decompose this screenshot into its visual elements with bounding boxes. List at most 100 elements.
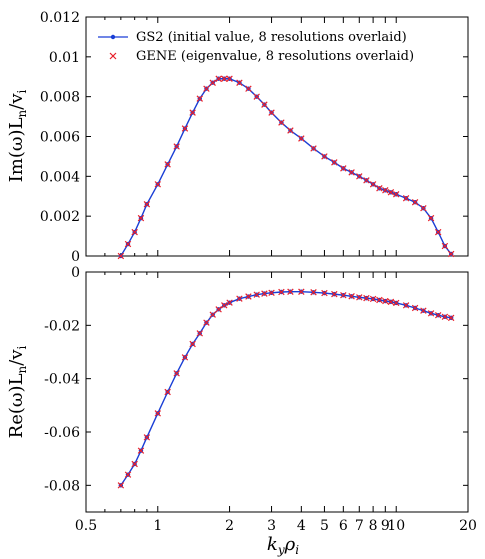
top-gene-point <box>420 204 427 212</box>
bottom-gene-point <box>154 410 162 417</box>
top-gene-point <box>226 75 233 82</box>
bottom-gene-point <box>356 294 363 301</box>
top-gene-point <box>356 173 363 180</box>
top-y-tick-label: 0.002 <box>40 209 80 225</box>
top-y-tick-label: 0.012 <box>40 10 80 26</box>
bottom-gene-point <box>261 290 268 297</box>
top-y-ticks: 0 0.002 0.004 0.006 0.008 0.01 0.012 <box>40 10 468 265</box>
top-gene-point <box>441 242 449 250</box>
bottom-gene-point <box>392 299 400 307</box>
top-gene-point <box>427 214 435 222</box>
bottom-y-tick-label: -0.06 <box>44 425 80 441</box>
top-gene-point <box>348 169 355 176</box>
top-y-axis-label: Im(ω)Ln/vi <box>6 90 29 183</box>
top-gene-point <box>164 161 171 168</box>
bottom-gene-point <box>253 291 260 298</box>
bottom-gene-point <box>236 295 243 302</box>
top-gene-point <box>363 177 370 184</box>
top-gene-point <box>411 199 419 206</box>
top-gene-point <box>261 101 268 108</box>
legend-gene-marker <box>109 52 117 60</box>
top-gene-point <box>236 79 243 86</box>
bottom-gene-point <box>321 289 328 297</box>
top-gene-point <box>392 191 400 198</box>
bottom-panel: -0.08 -0.06 -0.04 -0.02 0 0.5 1 2 3 4 5 6 7 8 910 20 R… <box>6 265 477 557</box>
x-tick-label: 20 <box>459 518 477 534</box>
bottom-y-tick-label: -0.08 <box>44 478 80 494</box>
bottom-gene-point <box>411 304 419 312</box>
top-gene-point <box>137 214 145 222</box>
top-gene-point <box>173 143 180 150</box>
bottom-gene-point <box>137 447 145 454</box>
bottom-gene-point <box>215 306 222 313</box>
bottom-gene-point <box>387 298 395 306</box>
x-tick-label: 1 <box>153 518 162 534</box>
x-tick-label: 5 <box>320 518 329 534</box>
top-y-tick-label: 0.006 <box>40 130 80 146</box>
top-gene-point <box>387 189 395 196</box>
top-panel: 0 0.002 0.004 0.006 0.008 0.01 0.012 Im(ω)Ln/v… <box>6 10 469 265</box>
top-gene-point <box>245 85 252 92</box>
top-gene-point <box>189 109 196 116</box>
x-tick-label: 3 <box>267 518 276 534</box>
top-gene-point <box>203 85 210 92</box>
bottom-gene-point <box>287 288 294 295</box>
bottom-gene-point <box>203 319 210 326</box>
top-gene-point <box>447 250 455 258</box>
bottom-gene-point <box>196 330 203 337</box>
bottom-gene-point <box>402 302 410 309</box>
top-gene-point <box>278 119 285 126</box>
x-tick-label: 4 <box>297 518 306 534</box>
bottom-gene-point <box>331 290 338 298</box>
top-gene-point <box>287 127 294 134</box>
bottom-gene-point <box>382 297 389 305</box>
top-gene-point <box>215 75 222 82</box>
top-y-tick-label: 0.01 <box>49 50 80 66</box>
bottom-gene-point <box>173 370 180 377</box>
bottom-x-ticks: 0.5 1 2 3 4 5 6 7 8 910 20 <box>75 272 477 534</box>
bottom-gene-point <box>376 296 383 304</box>
top-gene-point <box>196 95 203 102</box>
bottom-gene-point <box>348 293 355 300</box>
top-gene-point <box>382 187 389 194</box>
x-tick-label: 0.5 <box>75 518 97 534</box>
top-gene-point <box>376 185 383 192</box>
bottom-gene-point <box>209 311 216 318</box>
bottom-gene-point <box>143 434 151 441</box>
bottom-gene-point <box>447 314 455 322</box>
x-tick-label: 7 <box>355 518 364 534</box>
top-y-tick-label: 0.004 <box>40 169 80 185</box>
bottom-y-tick-label: -0.04 <box>44 372 80 388</box>
bottom-gene-point <box>310 289 317 296</box>
top-gene-point <box>131 228 138 236</box>
x-tick-label: 8 <box>369 518 378 534</box>
bottom-gene-point <box>221 302 228 309</box>
top-gene-point <box>369 181 377 188</box>
top-gene-point <box>253 93 260 100</box>
bottom-y-axis-label: Re(ω)Ln/vi <box>6 345 29 438</box>
top-gene-point <box>154 181 162 188</box>
bottom-gene-point <box>298 288 305 295</box>
bottom-gene-point <box>340 291 347 299</box>
top-y-tick-label: 0.008 <box>40 90 80 106</box>
top-gene-point <box>298 135 305 142</box>
bottom-gene-point <box>268 289 275 297</box>
bottom-gene-point <box>189 340 196 348</box>
top-gene-point <box>268 109 275 116</box>
bottom-y-ticks: -0.08 -0.06 -0.04 -0.02 0 <box>44 265 468 494</box>
bottom-gene-point <box>441 313 449 321</box>
top-gene-point <box>321 153 328 160</box>
top-gene-point <box>310 145 317 152</box>
top-x-ticks <box>85 17 469 256</box>
x-tick-label: 6 <box>339 518 348 534</box>
bottom-series <box>117 288 455 489</box>
top-gene-point <box>143 200 151 208</box>
x-tick-label: 9 <box>381 518 390 534</box>
bottom-gene-point <box>427 310 435 317</box>
x-tick-label: 10 <box>387 518 405 534</box>
legend: GS2 (initial value, 8 resolutions overla… <box>98 30 414 64</box>
top-gene-point <box>434 228 442 236</box>
x-axis-label: kyρi <box>267 534 299 557</box>
legend-gs2-label: GS2 (initial value, 8 resolutions overla… <box>136 30 407 45</box>
